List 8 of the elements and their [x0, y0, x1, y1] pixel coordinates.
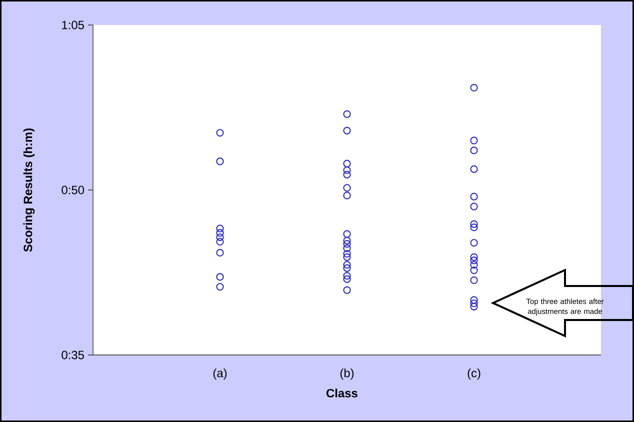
y-tick-label: 0:35 — [62, 350, 84, 360]
y-axis-title: Scoring Results (h:m) — [23, 128, 35, 252]
x-tick-label: (b) — [340, 368, 354, 380]
x-axis-title: Class — [326, 388, 358, 398]
y-tick-label: 1:05 — [62, 20, 84, 30]
x-tick-label: (a) — [213, 368, 227, 380]
y-tick-label: 0:50 — [62, 186, 84, 194]
x-tick-label: (c) — [468, 368, 480, 380]
